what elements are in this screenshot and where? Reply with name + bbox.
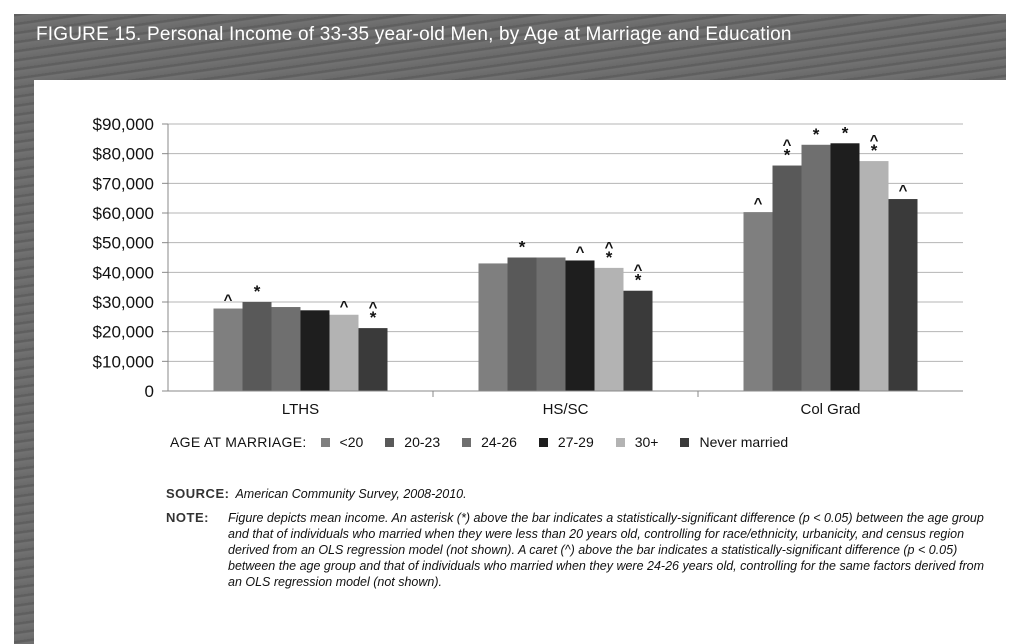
legend-items: <20 20-23 24-26 27-29 30+ Never married — [320, 434, 811, 450]
bar — [242, 302, 272, 391]
bar — [213, 308, 243, 391]
source-label: SOURCE: — [166, 486, 230, 501]
bar — [623, 290, 653, 391]
y-tick-label: $10,000 — [93, 352, 154, 371]
x-tick-label: LTHS — [282, 401, 319, 418]
legend-item: Never married — [680, 434, 788, 450]
y-tick-label: $70,000 — [93, 174, 154, 193]
y-tick-label: 0 — [145, 382, 154, 401]
bar — [859, 161, 889, 391]
asterisk-marker: * — [254, 282, 261, 301]
caret-marker: ^ — [870, 132, 879, 149]
note-row: NOTE: Figure depicts mean income. An ast… — [166, 510, 996, 590]
note-text: Figure depicts mean income. An asterisk … — [228, 511, 984, 589]
figure-title: FIGURE 15. Personal Income of 33-35 year… — [36, 24, 792, 45]
bar — [772, 165, 802, 391]
bar — [888, 199, 918, 391]
caret-marker: ^ — [224, 292, 233, 309]
y-tick-label: $90,000 — [93, 115, 154, 134]
caret-marker: ^ — [783, 137, 792, 154]
asterisk-marker: * — [813, 125, 820, 144]
asterisk-marker: * — [370, 308, 377, 327]
x-tick-label: HS/SC — [543, 401, 589, 418]
legend-item: 27-29 — [538, 434, 594, 450]
legend-swatch — [680, 437, 690, 447]
bar — [743, 212, 773, 391]
y-tick-label: $50,000 — [93, 234, 154, 253]
legend-label: 30+ — [634, 434, 659, 450]
legend-label: 27-29 — [557, 434, 594, 450]
bar — [594, 267, 624, 391]
note-label: NOTE: — [166, 510, 209, 525]
bar — [830, 143, 860, 391]
legend-swatch — [538, 437, 548, 447]
legend-item: 24-26 — [462, 434, 517, 450]
legend: AGE AT MARRIAGE: <20 20-23 24-26 27-29 30+ Ne… — [170, 434, 810, 450]
y-tick-label: $80,000 — [93, 145, 154, 164]
caret-marker: ^ — [340, 298, 349, 315]
asterisk-marker: * — [784, 146, 791, 165]
bar — [271, 307, 301, 391]
source-row: SOURCE: American Community Survey, 2008-… — [166, 486, 996, 502]
source-text: American Community Survey, 2008-2010. — [235, 487, 467, 501]
caret-marker: ^ — [369, 299, 378, 316]
legend-item: 30+ — [615, 434, 659, 450]
legend-title: AGE AT MARRIAGE: — [170, 434, 307, 450]
asterisk-marker: * — [635, 271, 642, 290]
legend-swatch — [462, 437, 472, 447]
legend-item: 20-23 — [385, 434, 440, 450]
legend-swatch — [385, 437, 395, 447]
bar — [801, 144, 831, 391]
bar — [507, 257, 537, 391]
legend-swatch — [615, 437, 625, 447]
y-tick-label: $20,000 — [93, 323, 154, 342]
legend-label: 24-26 — [481, 434, 517, 450]
caret-marker: ^ — [754, 195, 763, 212]
asterisk-marker: * — [842, 123, 849, 142]
legend-item: <20 — [320, 434, 364, 450]
asterisk-marker: * — [519, 238, 526, 257]
legend-label: <20 — [339, 434, 364, 450]
y-tick-label: $60,000 — [93, 204, 154, 223]
caret-marker: ^ — [899, 182, 908, 199]
bar — [565, 260, 595, 391]
caret-marker: ^ — [576, 243, 585, 260]
bar-group: ^ *^*^* ^ *^*^^*^* **^^ — [213, 123, 918, 391]
bar — [300, 310, 330, 391]
legend-label: Never married — [699, 434, 789, 450]
bar — [478, 263, 508, 391]
notes: SOURCE: American Community Survey, 2008-… — [166, 486, 996, 598]
y-tick-label: $30,000 — [93, 293, 154, 312]
bar — [329, 314, 359, 391]
legend-swatch — [320, 437, 330, 447]
asterisk-marker: * — [606, 248, 613, 267]
legend-label: 20-23 — [404, 434, 441, 450]
axes: 0 $10,000 $20,000 $30,000 $40,000 $50,000 $60,… — [93, 115, 963, 418]
bar — [536, 257, 566, 391]
caret-marker: ^ — [634, 262, 643, 279]
y-tick-label: $40,000 — [93, 263, 154, 282]
caret-marker: ^ — [605, 239, 614, 256]
asterisk-marker: * — [871, 141, 878, 160]
bar-chart: ^ *^*^* ^ *^*^^*^* **^^ 0$10,000$20,000$30,0… — [93, 115, 963, 418]
bar — [358, 328, 388, 391]
x-tick-label: Col Grad — [800, 401, 860, 418]
